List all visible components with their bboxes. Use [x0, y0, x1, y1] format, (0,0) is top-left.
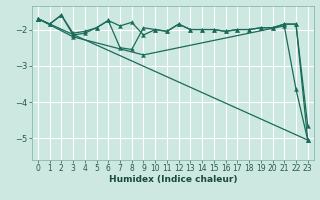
X-axis label: Humidex (Indice chaleur): Humidex (Indice chaleur) [108, 175, 237, 184]
